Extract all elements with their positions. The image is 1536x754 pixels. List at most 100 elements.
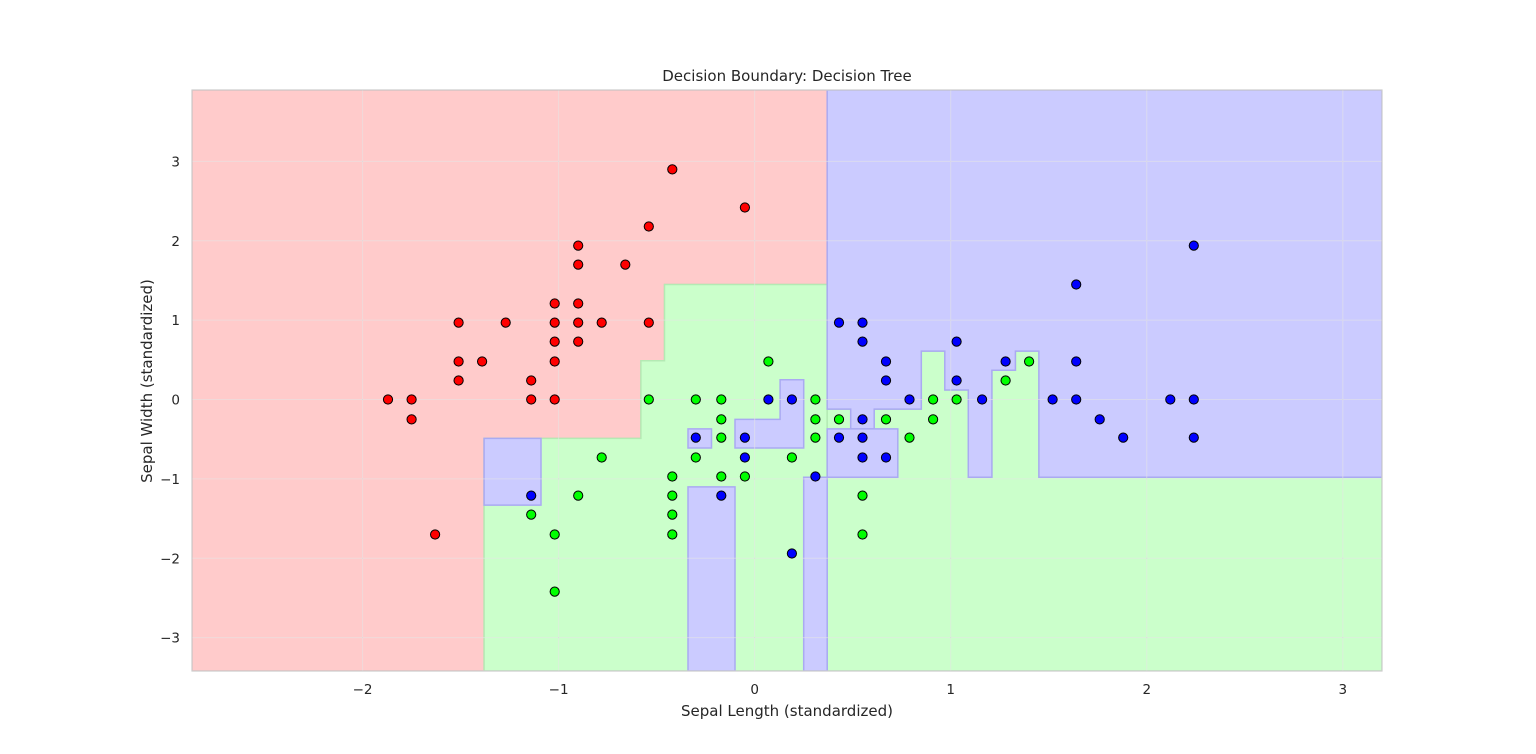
point-class0 — [549, 317, 560, 328]
point-class0 — [549, 394, 560, 405]
point-class2 — [716, 490, 727, 501]
point-class2 — [857, 452, 868, 463]
y-tick-label: 1 — [171, 313, 180, 329]
x-tick-label: 2 — [1142, 682, 1151, 698]
point-class1 — [928, 394, 939, 405]
point-class0 — [573, 336, 584, 347]
point-class2 — [1071, 356, 1082, 367]
point-class2 — [880, 452, 892, 463]
point-class1 — [549, 529, 560, 540]
point-class0 — [453, 375, 464, 386]
plot-frame — [191, 89, 1383, 672]
point-class1 — [904, 432, 915, 443]
point-class2 — [1071, 394, 1082, 405]
point-class1 — [928, 414, 939, 425]
point-class2 — [739, 452, 751, 463]
region-class2 — [802, 476, 828, 671]
decision-regions — [192, 90, 1382, 671]
y-tick-label: −2 — [160, 551, 180, 567]
point-class2 — [1188, 240, 1199, 251]
point-class0 — [596, 317, 607, 328]
y-tick-labels: −3 −2 −1 0 1 2 3 — [160, 154, 180, 646]
point-class0 — [643, 317, 654, 328]
x-tick-label: 0 — [750, 682, 759, 698]
point-class1 — [1000, 375, 1011, 386]
point-class2 — [1165, 394, 1176, 405]
point-class0 — [573, 317, 584, 328]
point-class0 — [549, 298, 560, 309]
point-class2 — [690, 432, 701, 443]
point-class2 — [1094, 414, 1105, 425]
point-class1 — [526, 509, 537, 520]
point-class2 — [951, 375, 962, 386]
point-class2 — [904, 394, 915, 405]
point-class1 — [951, 394, 962, 405]
point-class1 — [1024, 356, 1035, 367]
point-class2 — [526, 490, 537, 501]
point-class1 — [690, 394, 701, 405]
point-class0 — [453, 356, 464, 367]
y-tick-label: 0 — [171, 393, 180, 409]
data-points — [382, 164, 1199, 597]
point-class1 — [786, 452, 798, 463]
point-class2 — [1188, 394, 1199, 405]
point-class0 — [406, 414, 417, 425]
y-tick-label: −3 — [160, 631, 180, 647]
point-class1 — [857, 490, 868, 501]
point-class2 — [1000, 356, 1011, 367]
point-class1 — [716, 394, 727, 405]
point-class2 — [857, 317, 868, 328]
point-class0 — [477, 356, 488, 367]
y-tick-label: 2 — [171, 234, 180, 250]
point-class2 — [880, 375, 892, 386]
point-class1 — [739, 471, 751, 482]
point-class1 — [880, 414, 892, 425]
point-class0 — [382, 394, 394, 405]
x-tick-label: −2 — [353, 682, 373, 698]
point-class2 — [763, 394, 774, 405]
chart-title: Decision Boundary: Decision Tree — [662, 67, 911, 85]
point-class2 — [857, 336, 868, 347]
x-tick-labels: −2 −1 0 1 2 3 — [353, 682, 1347, 698]
point-class0 — [573, 240, 584, 251]
x-axis-label: Sepal Length (standardized) — [681, 702, 893, 720]
x-tick-label: 1 — [946, 682, 955, 698]
point-class1 — [716, 471, 727, 482]
point-class2 — [833, 432, 845, 443]
point-class1 — [690, 452, 701, 463]
point-class2 — [951, 336, 962, 347]
y-axis-label: Sepal Width (standardized) — [138, 279, 156, 483]
point-class0 — [526, 394, 537, 405]
point-class2 — [857, 414, 868, 425]
point-class1 — [833, 414, 845, 425]
point-class0 — [739, 202, 751, 213]
point-class1 — [763, 356, 774, 367]
point-class0 — [573, 298, 584, 309]
point-class1 — [716, 432, 727, 443]
point-class2 — [880, 356, 892, 367]
point-class1 — [667, 509, 678, 520]
point-class1 — [667, 529, 678, 540]
y-tick-label: 3 — [171, 154, 180, 170]
point-class0 — [453, 317, 464, 328]
region-class2 — [687, 486, 736, 671]
point-class2 — [786, 394, 798, 405]
point-class1 — [667, 490, 678, 501]
point-class0 — [500, 317, 511, 328]
point-class2 — [1188, 432, 1199, 443]
point-class2 — [810, 471, 821, 482]
point-class1 — [643, 394, 654, 405]
point-class2 — [1071, 279, 1082, 290]
point-class2 — [857, 432, 868, 443]
x-tick-label: 3 — [1338, 682, 1347, 698]
point-class0 — [549, 356, 560, 367]
point-class0 — [549, 336, 560, 347]
point-class1 — [596, 452, 607, 463]
point-class0 — [643, 221, 654, 232]
point-class0 — [573, 259, 584, 270]
point-class1 — [573, 490, 584, 501]
point-class0 — [620, 259, 631, 270]
point-class0 — [526, 375, 537, 386]
point-class2 — [833, 317, 845, 328]
